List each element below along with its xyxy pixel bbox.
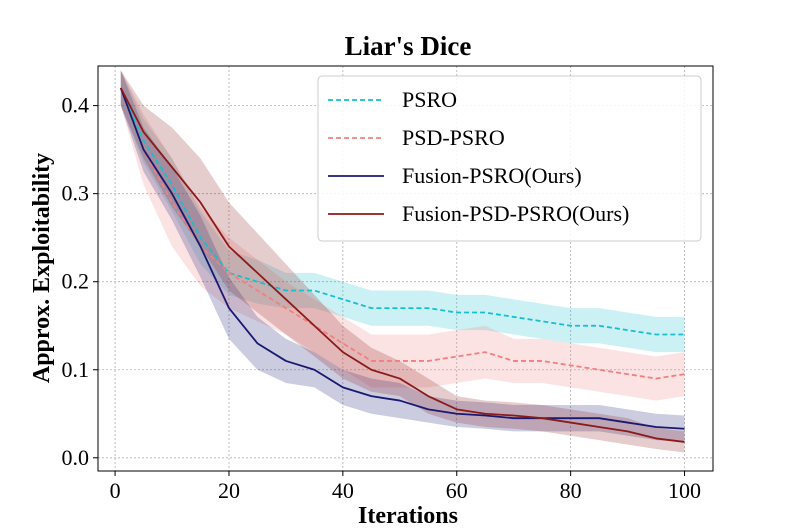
legend-box — [317, 75, 702, 242]
legend: PSRO PSD-PSRO Fusion-PSRO(Ours) Fusion-PSD-… — [317, 75, 702, 242]
y-tick-label: 0.1 — [62, 357, 90, 382]
confidence-bands — [120, 70, 685, 453]
x-tick-label: 60 — [446, 478, 468, 503]
y-axis-label: Approx. Exploitability — [29, 153, 55, 383]
y-tick-label: 0.3 — [62, 181, 90, 206]
series-band-0 — [120, 70, 685, 353]
series-band-3 — [120, 70, 685, 453]
series-line-2 — [119, 87, 685, 430]
legend-label-0: PSRO — [402, 87, 457, 112]
y-axis-ticks: 0.0 0.1 0.2 0.3 0.4 — [62, 93, 98, 470]
y-tick-label: 0.2 — [62, 269, 90, 294]
chart-title: Liar's Dice — [345, 31, 472, 61]
x-tick-label: 20 — [218, 478, 240, 503]
x-axis-label: Iterations — [358, 503, 458, 529]
y-tick-label: 0.4 — [62, 93, 90, 118]
legend-label-3: Fusion-PSD-PSRO(Ours) — [402, 201, 629, 226]
y-tick-label: 0.0 — [62, 445, 90, 470]
series-line-1 — [119, 87, 685, 380]
plot-frame — [97, 65, 714, 472]
legend-label-1: PSD-PSRO — [402, 125, 505, 150]
series-lines — [119, 87, 685, 443]
legend-label-2: Fusion-PSRO(Ours) — [402, 163, 582, 188]
x-tick-label: 40 — [332, 478, 354, 503]
series-band-2 — [120, 70, 685, 442]
series-line-3 — [119, 87, 685, 443]
x-tick-label: 0 — [110, 478, 121, 503]
x-tick-label: 100 — [668, 478, 701, 503]
series-line-0 — [119, 87, 685, 336]
x-tick-label: 80 — [560, 478, 582, 503]
series-band-1 — [120, 70, 685, 401]
x-axis-ticks: 0 20 40 60 80 100 — [110, 471, 701, 503]
